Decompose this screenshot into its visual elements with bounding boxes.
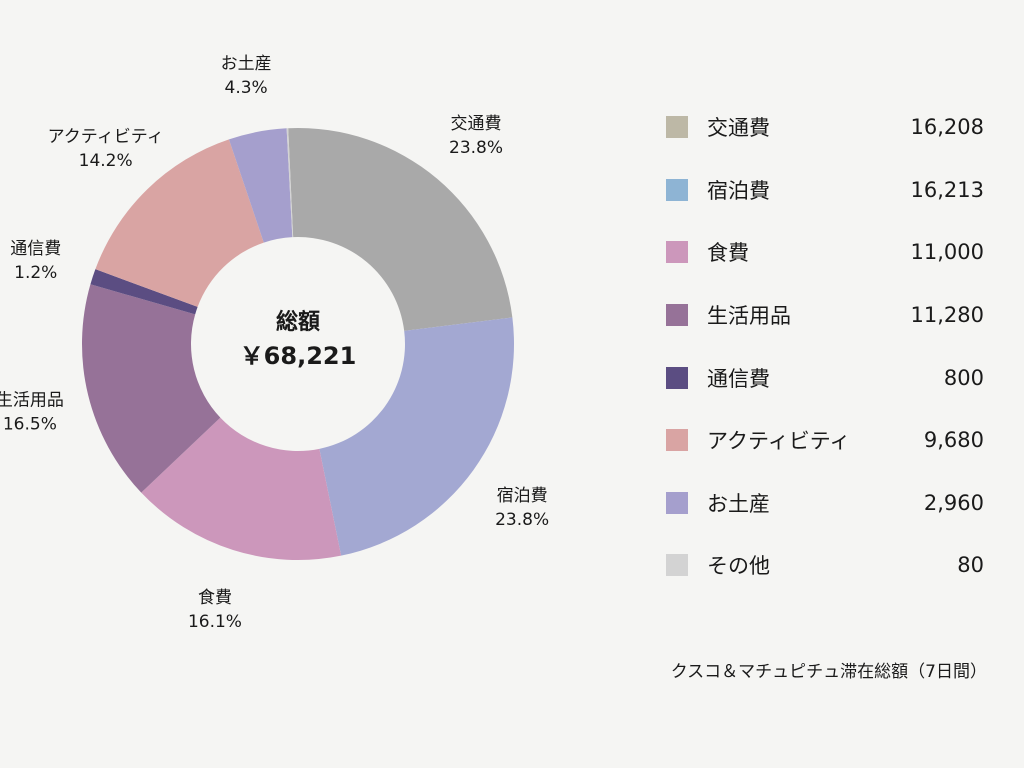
donut-slice	[82, 284, 221, 493]
center-title: 総額	[276, 309, 320, 335]
slice-label: 生活用品 16.5%	[0, 390, 64, 434]
slice-label: 交通費 23.8%	[449, 114, 503, 158]
slice-name: 交通費	[451, 114, 502, 134]
legend-value: 9,680	[923, 428, 984, 453]
slice-percent: 16.1%	[188, 612, 242, 632]
slice-name: 生活用品	[0, 390, 64, 410]
legend-swatch	[666, 366, 688, 389]
donut-slice	[141, 417, 342, 560]
slice-label: 食費 16.1%	[188, 588, 242, 632]
slice-label: 通信費 1.2%	[10, 239, 61, 283]
legend: 交通費 16,208 宿泊費 16,213 食費 11,000 生活用品 11,…	[666, 96, 984, 597]
legend-item: 交通費 16,208	[666, 96, 984, 159]
donut-slice	[288, 127, 513, 331]
legend-value: 16,208	[910, 115, 984, 140]
legend-swatch	[666, 429, 688, 452]
legend-value: 11,280	[910, 303, 984, 328]
legend-item: アクティビティ 9,680	[666, 409, 984, 472]
slice-label: お土産 4.3%	[221, 54, 272, 98]
slice-percent: 1.2%	[14, 263, 57, 283]
slice-name: 食費	[198, 588, 232, 608]
donut-slice	[286, 128, 294, 238]
legend-label: 通信費	[707, 366, 770, 391]
legend-value: 11,000	[910, 240, 984, 265]
donut-slices	[82, 127, 514, 560]
legend-label: 宿泊費	[707, 178, 770, 203]
legend-item: 生活用品 11,280	[666, 284, 984, 347]
legend-label: 生活用品	[707, 304, 791, 329]
slice-percent: 14.2%	[79, 151, 133, 171]
legend-swatch	[666, 491, 688, 514]
slice-percent: 23.8%	[449, 138, 503, 158]
slice-labels: 交通費 23.8% 宿泊費 23.8% 食費 16.1% 生活用品 16.5% 通信費 1.2% ア…	[0, 54, 549, 632]
slice-name: 宿泊費	[497, 486, 548, 506]
donut-slice	[95, 139, 264, 307]
legend-swatch	[666, 178, 688, 201]
slice-name: お土産	[221, 54, 272, 74]
slice-percent: 4.3%	[225, 78, 268, 98]
donut-slice	[90, 269, 198, 315]
legend-item: 食費 11,000	[666, 221, 984, 284]
legend-value: 2,960	[923, 490, 984, 515]
legend-swatch	[666, 554, 688, 577]
legend-item: その他 80	[666, 534, 984, 597]
legend-label: 食費	[707, 241, 749, 266]
legend-label: お土産	[707, 491, 770, 516]
donut-slice	[228, 128, 293, 243]
legend-value: 800	[943, 365, 984, 390]
donut-slice	[319, 317, 514, 556]
slice-name: 通信費	[10, 239, 61, 259]
legend-item: 通信費 800	[666, 346, 984, 409]
legend-swatch	[666, 304, 688, 327]
slice-percent: 16.5%	[3, 414, 57, 434]
slice-label: アクティビティ 14.2%	[48, 127, 164, 171]
legend-label: その他	[707, 554, 770, 579]
legend-swatch	[666, 241, 688, 264]
legend-swatch	[666, 116, 688, 139]
legend-value: 80	[957, 553, 984, 578]
legend-value: 16,213	[910, 177, 984, 202]
slice-label: 宿泊費 23.8%	[495, 486, 549, 530]
slice-percent: 23.8%	[495, 510, 549, 530]
slice-name: アクティビティ	[48, 127, 164, 147]
center-total: ￥68,221	[240, 342, 357, 370]
legend-item: 宿泊費 16,213	[666, 159, 984, 222]
chart-caption: クスコ＆マチュピチュ滞在総額（7日間）	[670, 662, 987, 682]
legend-label: アクティビティ	[707, 429, 851, 454]
legend-item: お土産 2,960	[666, 472, 984, 535]
legend-label: 交通費	[707, 116, 770, 141]
